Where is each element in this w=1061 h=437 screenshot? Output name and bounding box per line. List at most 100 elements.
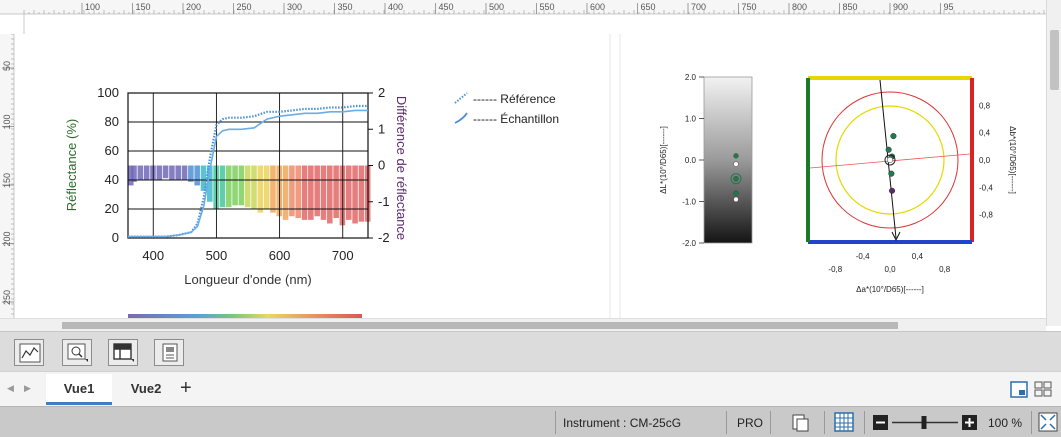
ruler-tick-label: 250 xyxy=(237,2,252,12)
vertical-scrollbar[interactable] xyxy=(1046,0,1061,326)
zoom-graph-icon xyxy=(67,343,88,362)
difference-bar xyxy=(352,165,358,224)
spectral-y2-tick-label: -1 xyxy=(378,194,390,209)
delta-ab-chart[interactable]: 0,8 0,4 0,0 -0,4 -0,8 -0,4 0,4 -0,8 0,0 0,8 Δa*(1… xyxy=(806,76,1017,294)
zoom-out-icon[interactable] xyxy=(873,415,888,430)
lightness-tick-label: -1.0 xyxy=(682,198,696,207)
ab-x-tick-label: 0,4 xyxy=(912,252,924,261)
difference-bar xyxy=(207,165,213,202)
view-toolbar xyxy=(0,331,1061,371)
vertical-ruler: 50 100 150 200 250 xyxy=(0,34,24,318)
legend-icon-reference xyxy=(454,92,468,104)
difference-bar xyxy=(289,165,295,217)
ruler-tick-label: 600 xyxy=(590,2,605,12)
ab-point xyxy=(889,187,896,194)
layout-button[interactable] xyxy=(154,339,184,366)
ruler-tick-label: 400 xyxy=(388,2,403,12)
zoom-slider[interactable] xyxy=(890,415,960,430)
ab-y-tick-label: -0,8 xyxy=(979,211,993,220)
difference-bar xyxy=(232,165,238,206)
spectrum-strip xyxy=(128,314,362,318)
zoom-in-icon[interactable] xyxy=(962,415,977,430)
single-view-icon[interactable] xyxy=(1010,381,1028,398)
ruler-tick-label: 550 xyxy=(540,2,555,12)
difference-bar xyxy=(169,165,175,180)
difference-bar xyxy=(225,165,232,208)
grid-view-icon[interactable] xyxy=(834,412,854,432)
vertical-scrollbar-thumb[interactable] xyxy=(1050,30,1059,90)
hue-arrow-icon xyxy=(891,231,901,242)
multi-view-icon[interactable] xyxy=(1034,381,1052,398)
ruler-tick-label: 800 xyxy=(792,2,807,12)
zoom-slider-thumb[interactable] xyxy=(921,416,927,429)
ab-x-tick-label: -0,8 xyxy=(828,265,842,274)
spectral-y2-tick-label: 0 xyxy=(378,158,385,173)
difference-bar xyxy=(219,165,226,208)
fit-to-window-icon[interactable] xyxy=(1038,412,1058,432)
zoom-graph-button[interactable] xyxy=(62,339,92,366)
horizontal-scrollbar[interactable] xyxy=(0,318,1046,331)
tolerance-circle-yellow xyxy=(835,105,945,215)
print-layout-icon[interactable] xyxy=(790,413,810,433)
ab-x-tick-label: -0,4 xyxy=(856,252,870,261)
difference-bar xyxy=(244,165,251,208)
difference-bar xyxy=(358,165,365,222)
horizontal-ruler: 100 150 200 250 300 350 400 450 500 550 600 650 700 7… xyxy=(0,0,1046,34)
difference-bar xyxy=(200,165,207,191)
spectral-y-tick-label: 0 xyxy=(112,230,119,245)
ruler-tick-label: 150 xyxy=(2,173,12,188)
ruler-tick-label: 650 xyxy=(641,2,656,12)
ab-y-axis-label: Δb*(10°/D65)[------] xyxy=(1008,126,1017,194)
view-tab-bar: ◀ ▶ Vue1 Vue2 + xyxy=(0,371,1061,406)
ab-point xyxy=(886,156,894,164)
difference-bar xyxy=(282,165,289,220)
ruler-tick-label: 300 xyxy=(287,2,302,12)
lightness-target-ring xyxy=(730,173,742,185)
ruler-tick-label: 450 xyxy=(439,2,454,12)
ruler-tick-label: 250 xyxy=(2,290,12,305)
difference-bar xyxy=(320,165,327,220)
ruler-tick-label: 350 xyxy=(338,2,353,12)
lightness-gradient-bar xyxy=(703,76,753,244)
ruler-tick-label: 500 xyxy=(489,2,504,12)
ruler-tick-label: 200 xyxy=(186,2,201,12)
lightness-tick-label: 0.0 xyxy=(685,156,697,165)
ruler-tick-label: 100 xyxy=(85,2,100,12)
ab-y-tick-label: 0,0 xyxy=(979,156,991,165)
tab-scroll-left-icon[interactable]: ◀ xyxy=(7,383,14,393)
instrument-status: Instrument : CM-25cG xyxy=(563,416,682,430)
difference-bar xyxy=(314,165,320,217)
difference-bar xyxy=(257,165,264,213)
spectral-y-tick-label: 100 xyxy=(97,85,119,100)
spectral-reflectance-chart[interactable]: 400 500 600 700 0 20 40 60 80 100 2 1 0 -1 -2 Longue… xyxy=(64,85,559,318)
graph-button[interactable] xyxy=(14,339,44,366)
difference-bar xyxy=(156,165,163,180)
difference-bar xyxy=(345,165,352,220)
difference-bar xyxy=(263,165,270,209)
ruler-tick-label: 700 xyxy=(691,2,706,12)
difference-bar xyxy=(327,165,333,224)
table-button[interactable] xyxy=(108,339,138,366)
spectral-y-tick-label: 20 xyxy=(105,201,119,216)
difference-bar xyxy=(270,165,276,213)
spectral-legend: ------ Référence ------ Échantillon xyxy=(454,92,559,126)
lightness-tick-label: 2.0 xyxy=(685,73,697,82)
delta-l-chart[interactable]: 2.0 1.0 0.0 -1.0 -2.0 ΔL*(10°/D65)[------] xyxy=(659,73,753,248)
lightness-point xyxy=(733,190,739,196)
tab-vue2[interactable]: Vue2 xyxy=(130,381,162,396)
tab-scroll-right-icon[interactable]: ▶ xyxy=(24,383,31,393)
add-tab-button[interactable]: + xyxy=(180,377,192,399)
difference-bar xyxy=(308,165,314,220)
spectral-x-tick-label: 400 xyxy=(142,248,164,263)
ruler-tick-label: 200 xyxy=(2,231,12,246)
ruler-tick-label: 95 xyxy=(944,2,954,12)
horizontal-scrollbar-thumb[interactable] xyxy=(62,322,898,329)
ab-point xyxy=(885,146,892,153)
ab-y-tick-label: 0,4 xyxy=(979,129,991,138)
report-canvas[interactable]: 400 500 600 700 0 20 40 60 80 100 2 1 0 -1 -2 Longue… xyxy=(24,34,1046,318)
spectral-x-tick-label: 700 xyxy=(332,248,354,263)
ab-point xyxy=(890,133,897,140)
spectral-x-tick-label: 500 xyxy=(206,248,228,263)
difference-bar xyxy=(137,165,144,180)
tab-vue1[interactable]: Vue1 xyxy=(46,374,112,405)
